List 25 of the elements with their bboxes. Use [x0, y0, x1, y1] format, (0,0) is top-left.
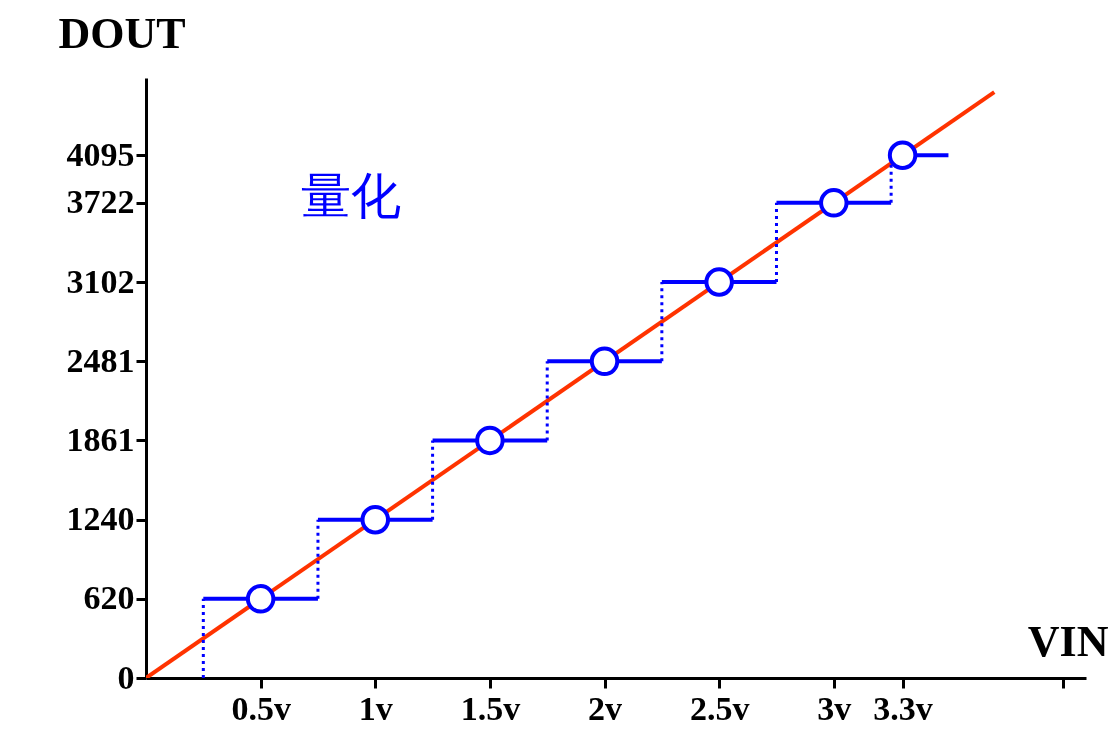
x-tick-label: 3v — [817, 689, 852, 727]
point — [360, 504, 391, 535]
y-tick-label: 2481 — [66, 341, 135, 379]
y-tick-label: 0 — [117, 658, 135, 696]
x-tick-label: 0.5v — [231, 689, 291, 727]
point — [887, 140, 918, 170]
annotation: 量化 — [301, 167, 401, 225]
x-axis-title: VIN — [1027, 616, 1109, 666]
point — [819, 188, 849, 218]
point — [589, 346, 620, 376]
y-axis-title: DOUT — [58, 8, 186, 58]
point — [245, 584, 276, 614]
y-tick-label: 3722 — [66, 183, 135, 221]
y-tick-label: 1861 — [66, 420, 135, 458]
y-tick-label: 620 — [83, 579, 135, 617]
x-tick-label: 2.5v — [689, 689, 750, 727]
point — [475, 425, 505, 456]
x-tick-label: 3.3v — [873, 689, 933, 727]
x-tick-label: 2v — [588, 689, 623, 727]
y-tick-label: 4095 — [66, 135, 135, 173]
y-tick-label: 3102 — [66, 262, 135, 300]
x-tick-label: 1.5v — [460, 689, 521, 727]
y-tick-label: 1240 — [66, 500, 135, 538]
x-tick-label: 1v — [358, 689, 393, 727]
point — [704, 267, 734, 297]
